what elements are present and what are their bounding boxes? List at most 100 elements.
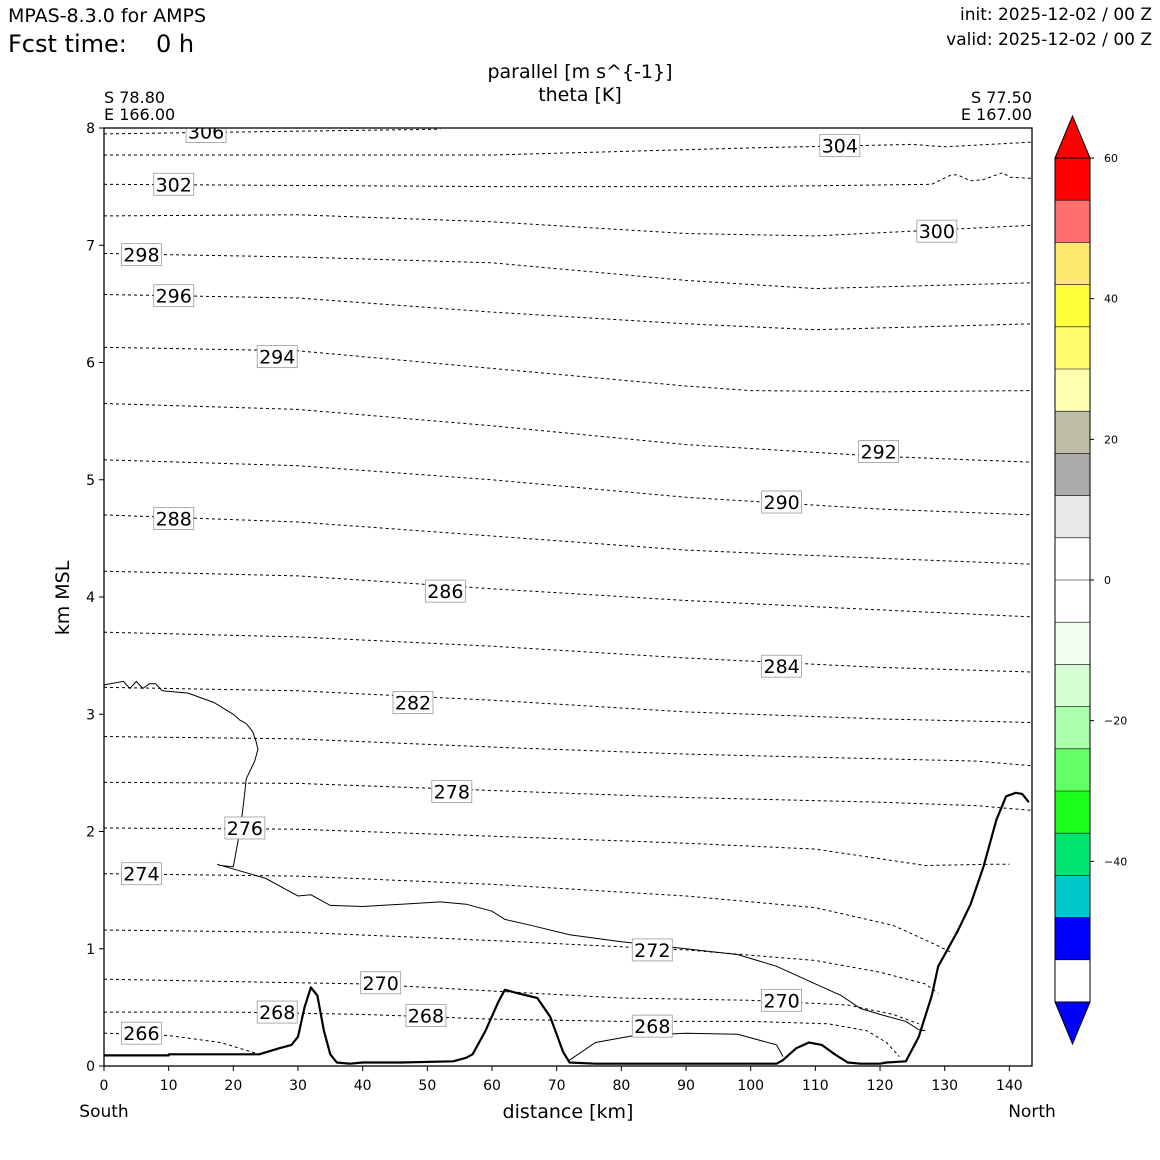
x-tick-label: 90 [677, 1078, 695, 1094]
theta-label-278: 278 [431, 780, 473, 804]
theta-label-text: 288 [156, 508, 192, 530]
start-point-lon: E 166.00 [104, 105, 175, 124]
theta-label-text: 296 [156, 286, 192, 308]
y-tick-label: 7 [86, 238, 95, 254]
theta-label-box [761, 988, 803, 1012]
south-label: South [79, 1102, 128, 1122]
colorbar-bin [1055, 791, 1090, 834]
theta-label-268: 268 [256, 1000, 298, 1024]
theta-label-text: 300 [919, 221, 955, 243]
colorbar-bin [1055, 622, 1090, 665]
theta-label-text: 286 [427, 581, 463, 603]
theta-label-266: 266 [121, 1021, 162, 1045]
x-tick-label: 120 [867, 1078, 894, 1094]
y-tick-label: 5 [86, 473, 95, 489]
x-tick-label: 80 [612, 1078, 630, 1094]
y-tick-label: 0 [86, 1059, 95, 1075]
theta-label-text: 266 [123, 1023, 159, 1045]
colorbar-under-arrow [1054, 1001, 1091, 1046]
plot-inner: 266 268 268 268 270 270 272 274 276 278 282 284 286 2… [104, 122, 1032, 1065]
end-point-lat: S 77.50 [971, 88, 1032, 107]
y-tick-label: 3 [86, 707, 95, 723]
y-tick-label: 4 [86, 590, 95, 606]
theta-label-box [761, 654, 803, 678]
theta-label-text: 268 [259, 1002, 295, 1024]
theta-label-270: 270 [360, 971, 402, 995]
colorbar-bin [1055, 537, 1090, 580]
theta-contour-294 [104, 346, 1032, 393]
x-tick-label: 0 [100, 1078, 109, 1094]
colorbar-bin [1055, 158, 1090, 201]
theta-label-text: 282 [395, 693, 431, 715]
theta-label-text: 302 [156, 174, 192, 196]
colorbar-bin [1055, 917, 1090, 960]
colorbar-tick-label: 0 [1104, 574, 1111, 587]
theta-label-box [819, 134, 861, 157]
forecast-time-label: Fcst time: [8, 30, 127, 58]
theta-contour-300 [104, 214, 1032, 237]
x-axis-label: distance [km] [503, 1101, 634, 1123]
theta-label-box [631, 938, 673, 962]
theta-label-box [256, 1000, 298, 1024]
colorbar-bin [1055, 326, 1090, 369]
theta-label-284: 284 [761, 654, 803, 678]
theta-label-box [405, 1004, 447, 1027]
theta-label-box [121, 862, 162, 886]
theta-label-text: 294 [259, 347, 295, 369]
colorbar-bin [1055, 453, 1090, 496]
x-tick-label: 10 [160, 1078, 178, 1094]
y-axis-label: km MSL [52, 560, 74, 635]
y-tick-label: 6 [86, 356, 95, 372]
x-tick-label: 60 [483, 1078, 501, 1094]
theta-contour-270 [104, 978, 919, 1025]
north-label: North [1008, 1102, 1056, 1122]
theta-contour-302 [104, 172, 1032, 188]
theta-label-text: 306 [188, 122, 224, 144]
colorbar-bin [1055, 369, 1090, 412]
theta-label-294: 294 [256, 345, 298, 369]
theta-label-text: 290 [763, 492, 799, 514]
theta-label-286: 286 [424, 579, 466, 603]
colorbar-bin [1055, 580, 1090, 623]
theta-label-box [153, 507, 195, 530]
terrain-line [104, 791, 1030, 1065]
theta-label-text: 276 [227, 818, 263, 840]
start-point-lat: S 78.80 [104, 88, 165, 107]
theta-label-box [360, 971, 402, 995]
theta-contour-268 [104, 1011, 900, 1057]
init-time: init: 2025-12-02 / 00 Z [959, 5, 1152, 25]
theta-label-282: 282 [392, 691, 434, 715]
theta-label-272: 272 [631, 938, 673, 962]
theta-contour-284 [104, 631, 1032, 673]
theta-label-box [256, 345, 298, 369]
theta-contour-272 [104, 929, 939, 994]
theta-contour-280 [104, 736, 1032, 767]
colorbar-bin [1055, 748, 1090, 791]
plot-frame [103, 127, 1033, 1067]
colorbar-tick-label: 20 [1104, 433, 1118, 446]
theta-contour-286 [104, 570, 1032, 618]
theta-label-text: 274 [123, 864, 159, 886]
colorbar-bin [1055, 411, 1090, 454]
theta-label-box [858, 440, 900, 464]
theta-label-box [424, 579, 466, 603]
chart-title-wind: parallel [m s^{-1}] [487, 61, 672, 83]
theta-label-box [185, 128, 227, 143]
theta-contour-296 [104, 294, 1032, 331]
theta-label-290: 290 [761, 490, 803, 514]
x-tick-label: 20 [224, 1078, 242, 1094]
colorbar-tick-label: −40 [1104, 855, 1127, 868]
theta-label-298: 298 [121, 243, 162, 267]
theta-label-274: 274 [121, 862, 162, 886]
colorbar: 60 40 20 0 −20 −40 [1054, 114, 1127, 1046]
theta-label-300: 300 [916, 219, 958, 243]
colorbar-bin [1055, 664, 1090, 707]
x-tick-label: 140 [996, 1078, 1023, 1094]
colorbar-bin [1055, 833, 1090, 876]
x-tick-label: 50 [418, 1078, 436, 1094]
colorbar-tick-label: 40 [1104, 293, 1118, 306]
theta-label-304: 304 [819, 134, 861, 158]
theta-label-text: 270 [363, 973, 399, 995]
